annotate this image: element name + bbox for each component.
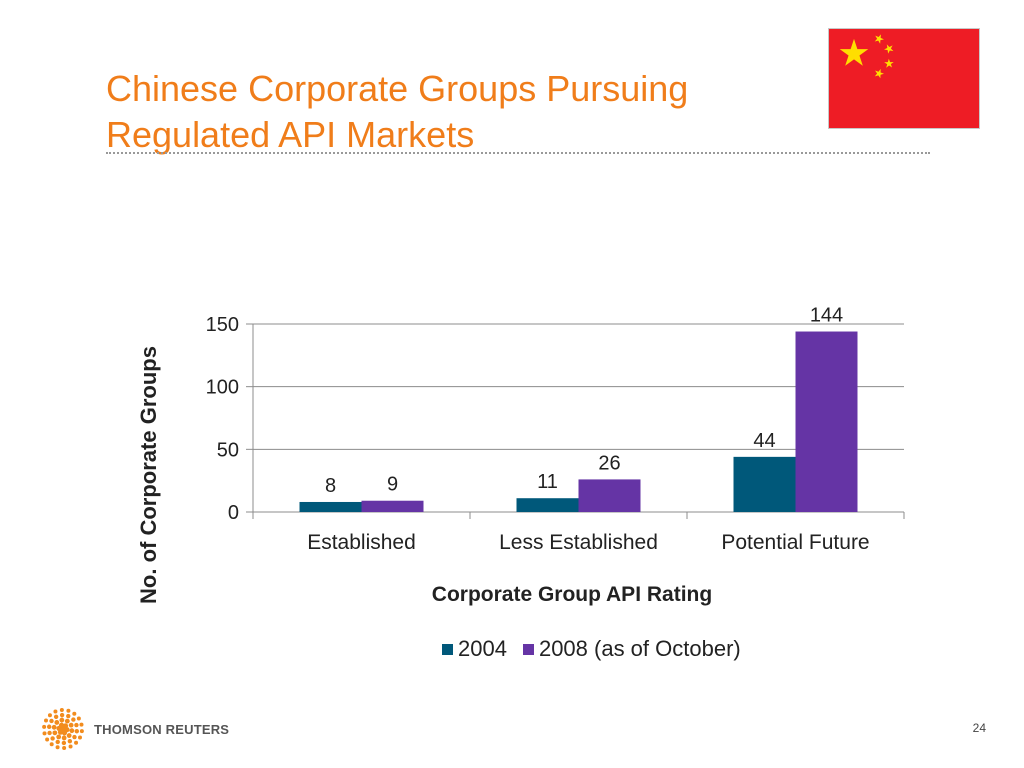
data-label: 44 [753,430,775,452]
y-tick-label: 0 [228,502,239,524]
x-tick-label: Established [307,531,416,554]
x-tick-label: Potential Future [721,531,869,554]
slide-title-line-2: Regulated API Markets [106,114,475,155]
legend-item-2008: 2008 (as of October) [522,636,741,662]
y-tick-label: 150 [206,314,239,336]
x-axis-label: Corporate Group API Rating [432,583,712,606]
bar-2008-potential-future [795,331,858,512]
bar-2008-less-established [578,479,641,512]
brand-name: THOMSON REUTERS [94,721,230,737]
page-number: 24 [972,721,986,735]
bar-2004-potential-future [733,456,796,512]
data-label: 9 [387,474,398,496]
legend-item-2004: 2004 [442,636,507,662]
data-label: 144 [810,305,843,327]
title-divider [106,152,930,154]
y-tick-label: 50 [217,439,239,461]
footer-brand: THOMSON REUTERS [40,706,229,752]
legend-label-2008: 2008 (as of October) [538,636,741,661]
thomson-reuters-logo-icon [42,708,84,750]
bar-2004-established [299,501,362,512]
data-label: 8 [325,475,336,497]
y-tick-label: 100 [206,377,239,399]
legend-swatch-2008 [522,643,534,655]
y-axis-label: No. of Corporate Groups [136,346,161,604]
chart-legend: 2004 2008 (as of October) [442,636,757,662]
legend-swatch-2004 [442,643,453,655]
bar-2004-less-established [516,498,579,512]
bar-2008-established [361,500,424,512]
data-label: 26 [598,452,620,474]
china-flag-icon [828,28,980,129]
slide-title: Chinese Corporate Groups Pursuing Regula… [106,66,688,158]
data-label: 11 [537,471,558,493]
slide-title-line-1: Chinese Corporate Groups Pursuing [106,68,689,109]
x-tick-label: Less Established [499,531,658,554]
legend-label-2004: 2004 [458,636,507,661]
